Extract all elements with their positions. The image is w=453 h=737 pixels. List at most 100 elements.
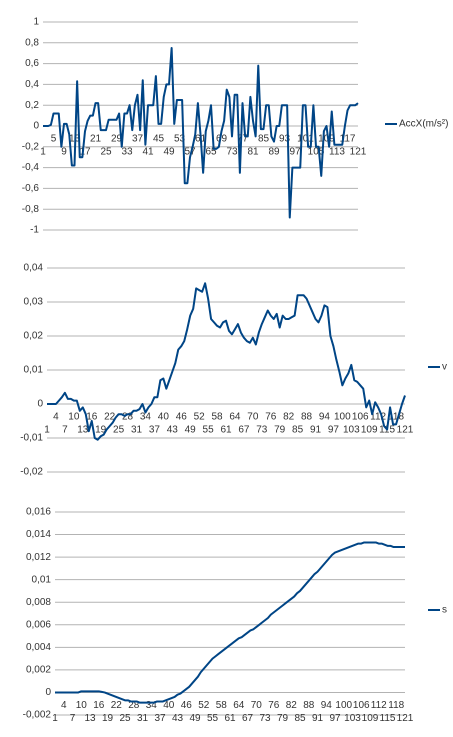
x-tick-label: 121 [397,425,414,436]
x-tick-label: 73 [256,425,268,436]
y-tick-label: 0,6 [25,58,39,69]
y-tick-label: 1 [33,17,39,28]
x-tick-label: 77 [237,134,249,145]
x-tick-label: 34 [146,700,158,711]
y-tick-label: 0 [45,687,51,698]
x-tick-label: 43 [172,713,184,724]
x-tick-label: 113 [329,147,345,158]
series-line [47,282,406,441]
x-tick-label: 1 [44,425,50,436]
y-tick-label: 0,012 [26,552,51,563]
x-tick-label: 106 [353,700,370,711]
x-tick-label: 70 [247,412,259,423]
y-tick-label: -0,6 [22,183,40,194]
x-tick-label: 37 [154,713,166,724]
x-tick-label: 33 [121,147,133,158]
x-tick-label: 76 [265,412,277,423]
x-tick-label: 85 [258,134,270,145]
legend-label: AccX(m/s²) [399,119,448,130]
x-tick-label: 21 [90,134,102,145]
x-tick-label: 112 [370,412,386,423]
x-tick-label: 25 [113,425,125,436]
y-tick-label: 0 [33,121,39,132]
x-tick-label: 58 [216,700,228,711]
y-tick-label: -0,2 [22,141,40,152]
x-tick-label: 94 [319,412,331,423]
x-tick-label: 103 [343,425,360,436]
x-tick-label: 46 [176,412,188,423]
x-tick-label: 101 [297,134,314,145]
series-line [43,47,359,219]
x-tick-label: 103 [344,713,361,724]
y-tick-label: 0 [37,399,43,410]
x-tick-label: 73 [259,713,271,724]
x-tick-label: 37 [132,134,144,145]
x-tick-label: 109 [318,134,335,145]
x-tick-label: 22 [111,700,123,711]
x-tick-label: 64 [229,412,241,423]
x-tick-label: 76 [268,700,280,711]
x-tick-label: 28 [128,700,140,711]
x-tick-label: 29 [111,134,123,145]
x-tick-label: 58 [211,412,223,423]
x-tick-label: 89 [268,147,280,158]
x-tick-label: 19 [102,713,114,724]
x-tick-label: 61 [220,425,232,436]
x-tick-label: 40 [163,700,175,711]
x-tick-label: 82 [286,700,298,711]
x-tick-label: 4 [53,412,59,423]
x-tick-label: 37 [149,425,161,436]
x-tick-label: 1 [40,147,46,158]
x-tick-label: 115 [380,713,396,724]
y-tick-label: 0,008 [26,597,51,608]
legend-label: s [442,605,447,616]
y-tick-label: 0,03 [24,297,44,308]
x-tick-label: 105 [308,147,325,158]
x-tick-label: 57 [184,147,196,158]
x-tick-label: 82 [283,412,295,423]
x-tick-label: 109 [362,713,379,724]
x-tick-label: 55 [207,713,219,724]
x-tick-label: 10 [76,700,88,711]
x-tick-label: 61 [224,713,236,724]
x-tick-label: 13 [84,713,96,724]
x-tick-label: 112 [371,700,387,711]
x-tick-label: 91 [312,713,324,724]
x-tick-label: 28 [122,412,134,423]
x-tick-label: 81 [247,147,259,158]
x-tick-label: 100 [334,412,351,423]
x-tick-label: 88 [301,412,313,423]
x-tick-label: 49 [185,425,197,436]
x-tick-label: 118 [388,412,404,423]
y-tick-label: 0,014 [26,529,51,540]
y-tick-label: 0,01 [24,365,44,376]
y-tick-label: -1 [30,225,39,236]
y-tick-label: 0,016 [26,507,51,518]
x-tick-label: 121 [397,713,414,724]
x-tick-label: 93 [279,134,291,145]
x-tick-label: 118 [388,700,404,711]
x-tick-label: 97 [328,425,340,436]
x-tick-label: 69 [216,134,228,145]
x-tick-label: 100 [335,700,352,711]
x-tick-label: 34 [140,412,152,423]
x-tick-label: 70 [251,700,263,711]
x-tick-label: 67 [238,425,250,436]
x-tick-label: 85 [294,713,306,724]
y-tick-label: -0,4 [22,162,40,173]
x-tick-label: 91 [310,425,322,436]
x-tick-label: 97 [329,713,341,724]
x-tick-label: 10 [68,412,80,423]
x-tick-label: 19 [95,425,107,436]
x-tick-label: 121 [350,147,367,158]
x-tick-label: 94 [321,700,333,711]
y-tick-label: 0,2 [25,100,39,111]
y-tick-label: 0,8 [25,37,39,48]
x-tick-label: 55 [203,425,215,436]
legend-label: v [442,362,447,373]
x-tick-label: 49 [189,713,201,724]
x-tick-label: 52 [194,412,206,423]
x-tick-label: 13 [77,425,89,436]
x-tick-label: 46 [181,700,193,711]
